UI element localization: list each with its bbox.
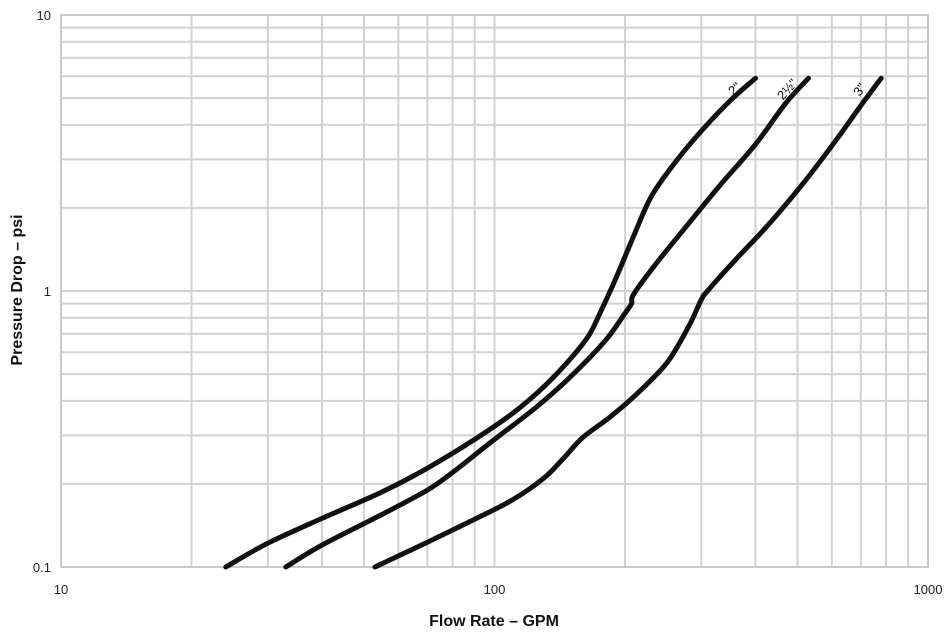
plot-frame bbox=[60, 14, 929, 568]
y-axis-title: Pressure Drop – psi bbox=[9, 214, 26, 365]
series-line-1 bbox=[283, 75, 811, 570]
y-tick-label: 1 bbox=[44, 284, 51, 299]
x-axis-title: Flow Rate – GPM bbox=[429, 613, 559, 630]
y-tick-label: 0.1 bbox=[33, 560, 51, 575]
x-tick-label: 10 bbox=[54, 582, 68, 597]
tick-labels: 10 100 1000 0.1 1 10 bbox=[33, 8, 943, 597]
plot-border bbox=[60, 14, 929, 568]
x-tick-label: 100 bbox=[484, 582, 506, 597]
y-tick-label: 10 bbox=[37, 8, 51, 23]
series-label-0: 2" bbox=[725, 79, 744, 98]
series-line-2 bbox=[372, 75, 884, 570]
grid bbox=[61, 15, 928, 567]
x-tick-label: 1000 bbox=[914, 582, 943, 597]
series-line-0 bbox=[223, 75, 758, 570]
series-layer: 2" 2½" 3" bbox=[223, 75, 884, 570]
